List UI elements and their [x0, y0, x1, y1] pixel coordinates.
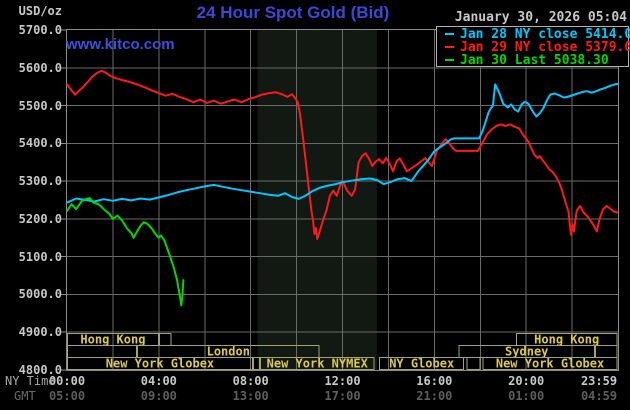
legend-dash-icon	[445, 32, 454, 35]
x-tick-ny-time: 16:00	[416, 374, 453, 388]
y-tick-label: 4900.0	[18, 325, 62, 340]
x-tick-gmt: 17:00	[324, 389, 361, 403]
gmt-axis-label: GMT	[14, 389, 36, 403]
kitco-link[interactable]: www.kitco.com	[66, 36, 175, 53]
y-tick-label: 5500.0	[18, 98, 62, 113]
plot-border	[66, 29, 619, 371]
series-line	[66, 197, 185, 307]
y-tick-label: 5100.0	[18, 249, 62, 264]
series-line	[66, 69, 619, 240]
session-label: Hong Kong	[534, 333, 599, 347]
chart-title: 24 Hour Spot Gold (Bid)	[196, 3, 390, 22]
y-tick-label: 4800.0	[18, 363, 62, 377]
session-box	[67, 357, 253, 370]
x-tick-ny-time: 08:00	[232, 374, 269, 388]
legend-label: Jan 30 Last 5038.30	[460, 53, 609, 68]
legend-dash-icon	[445, 45, 454, 48]
x-tick-ny-time: 23:59	[580, 374, 618, 388]
y-tick-label: 5300.0	[18, 174, 62, 189]
y-tick-label: 5200.0	[18, 211, 62, 226]
series-line	[66, 83, 619, 204]
session-label: Hong Kong	[80, 333, 145, 347]
y-tick-label: 5000.0	[18, 287, 62, 302]
session-label: London	[207, 345, 250, 359]
x-tick-gmt: 09:00	[140, 389, 177, 403]
x-tick-gmt: 05:00	[48, 389, 86, 403]
units-label: USD/oz	[18, 4, 62, 18]
ny-time-axis-label: NY Time	[5, 374, 56, 388]
y-tick-label: 5400.0	[18, 136, 62, 151]
session-label: New York Globex	[106, 357, 214, 371]
session-box	[158, 333, 172, 346]
session-box	[466, 357, 481, 370]
session-box	[379, 357, 465, 370]
session-box	[259, 357, 375, 370]
datetime-label: January 30, 2026 05:04	[454, 10, 627, 25]
x-tick-ny-time: 12:00	[324, 374, 361, 388]
x-tick-gmt: 01:00	[508, 389, 545, 403]
legend-dash-icon	[445, 58, 454, 61]
x-tick-gmt: 21:00	[416, 389, 453, 403]
legend-label: Jan 29 NY close 5379.00	[460, 40, 630, 55]
legend-label: Jan 28 NY close 5414.00	[460, 27, 630, 42]
x-tick-ny-time: 20:00	[508, 374, 545, 388]
nymex-session-band	[257, 30, 377, 370]
x-tick-ny-time: 04:00	[140, 374, 177, 388]
legend: Jan 28 NY close 5414.00 Jan 29 NY close …	[436, 26, 630, 67]
session-box	[482, 357, 618, 370]
session-label: NY Globex	[389, 357, 454, 371]
session-label: New York NYMEX	[267, 357, 369, 371]
y-tick-label: 5700.0	[18, 23, 62, 37]
x-tick-gmt: 04:59	[580, 389, 618, 403]
session-box	[252, 357, 260, 370]
session-label: Sydney	[505, 345, 548, 359]
session-label: New York Globex	[496, 357, 604, 371]
x-tick-gmt: 13:00	[232, 389, 269, 403]
y-tick-label: 5600.0	[18, 60, 62, 75]
x-tick-ny-time: 00:00	[48, 374, 86, 388]
legend-item: Jan 30 Last 5038.30	[445, 54, 628, 67]
legend-item: Jan 29 NY close 5379.00	[445, 40, 630, 55]
legend-item: Jan 28 NY close 5414.00	[445, 27, 630, 42]
